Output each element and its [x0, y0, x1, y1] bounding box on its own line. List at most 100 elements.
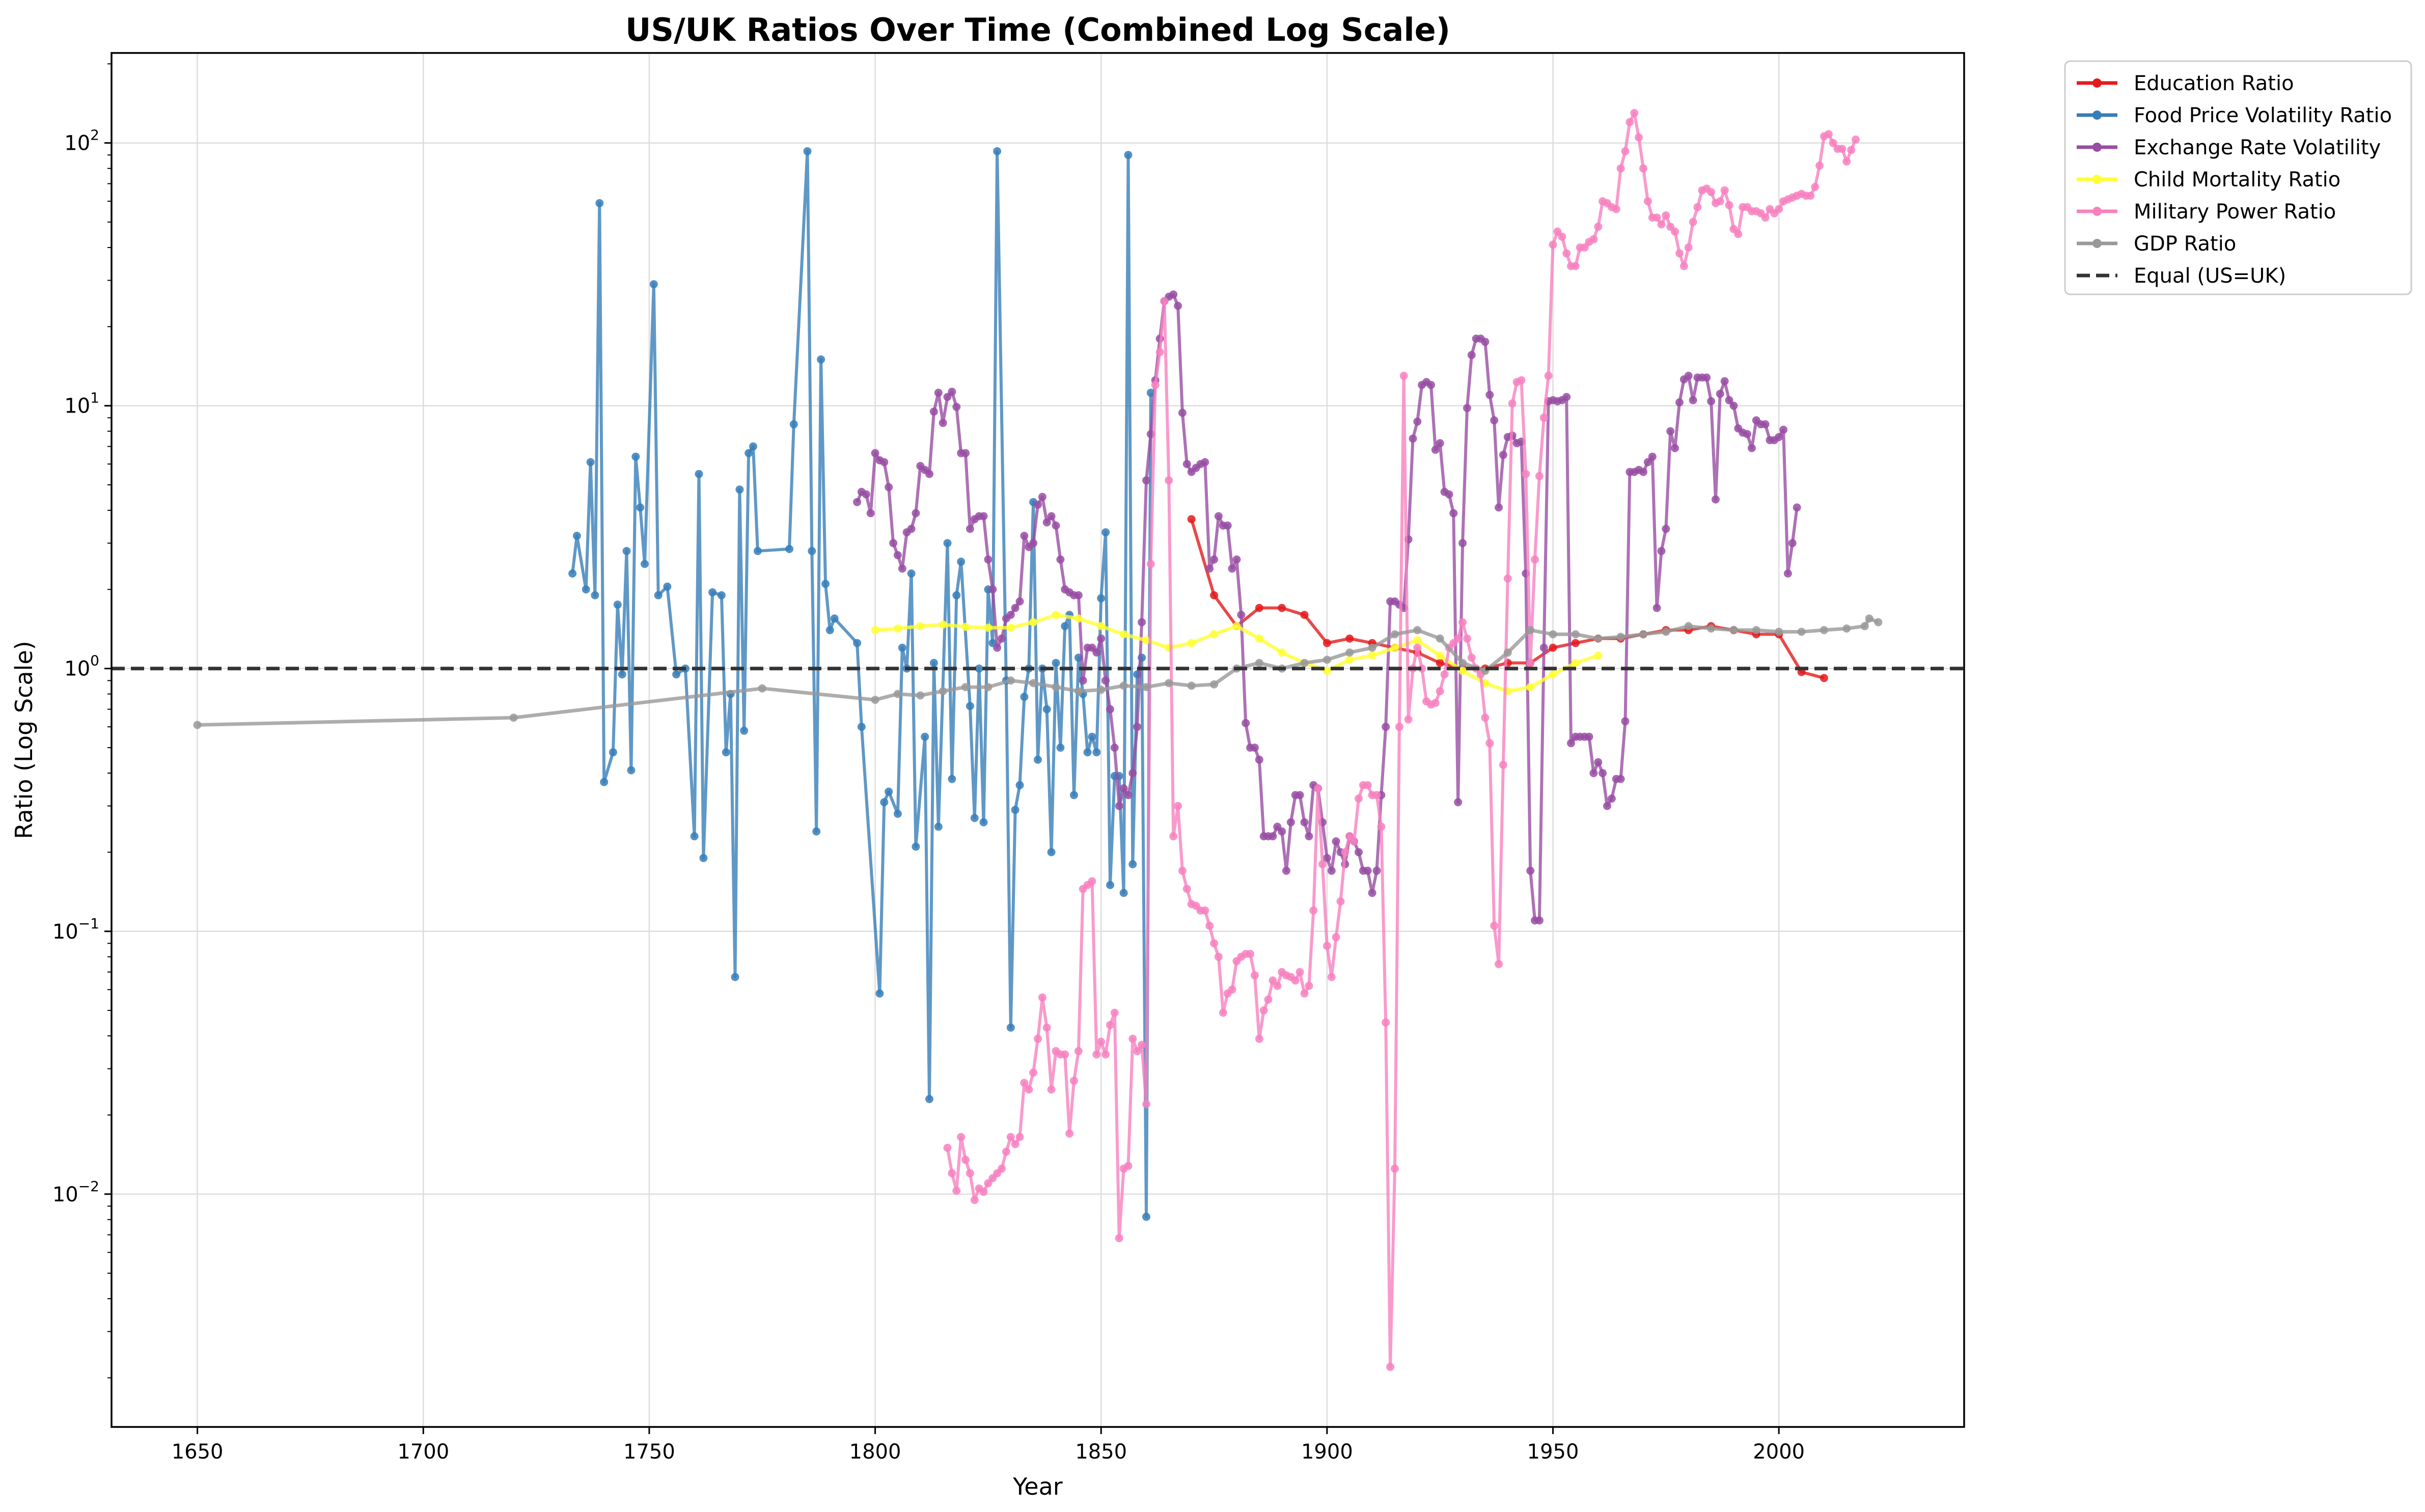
data-point: [1165, 679, 1173, 688]
data-point: [1169, 290, 1178, 299]
y-tick-base: 10: [64, 395, 90, 418]
data-point: [749, 442, 757, 451]
data-point: [731, 973, 739, 981]
data-point: [1322, 639, 1331, 647]
data-point: [1643, 197, 1652, 206]
data-point: [1092, 1050, 1101, 1059]
data-point: [1413, 417, 1422, 426]
data-point: [871, 449, 879, 457]
data-point: [1639, 630, 1647, 639]
data-point: [1860, 622, 1869, 630]
data-point: [1097, 594, 1106, 602]
data-point: [735, 485, 744, 494]
data-point: [1395, 723, 1403, 731]
data-point: [1119, 630, 1128, 639]
data-point: [1662, 627, 1670, 636]
data-point: [1291, 976, 1300, 985]
data-point: [1047, 1085, 1056, 1094]
data-point: [1020, 693, 1029, 701]
data-point: [1485, 391, 1494, 399]
data-point: [1612, 205, 1620, 213]
data-point: [1752, 626, 1760, 635]
data-point: [1499, 760, 1507, 769]
x-tick-label: 1650: [172, 1440, 224, 1464]
data-point: [1300, 989, 1309, 998]
data-point: [1616, 633, 1625, 641]
data-point: [1458, 658, 1467, 667]
data-point: [1300, 818, 1309, 827]
data-point: [1824, 130, 1833, 139]
data-point: [1092, 648, 1101, 657]
data-point: [1679, 262, 1688, 270]
data-point: [1842, 624, 1851, 633]
data-point: [1038, 492, 1046, 501]
legend-item: Military Power Ratio: [2077, 200, 2336, 224]
data-point: [1210, 680, 1219, 689]
data-point: [1119, 681, 1128, 690]
y-axis-label: Ratio (Log Scale): [10, 641, 38, 839]
data-point: [1011, 603, 1019, 612]
legend-label: Equal (US=UK): [2134, 264, 2286, 288]
series-line: [571, 150, 1152, 1219]
data-point: [893, 551, 902, 560]
data-point: [618, 670, 626, 679]
data-point: [885, 483, 893, 491]
data-point: [1273, 981, 1282, 990]
data-point: [1322, 655, 1331, 664]
data-point: [1178, 866, 1187, 875]
data-point: [1074, 1047, 1083, 1055]
data-point: [1815, 161, 1824, 170]
data-point: [998, 1164, 1006, 1173]
data-point: [1616, 164, 1625, 173]
data-point: [979, 1188, 988, 1196]
data-point: [1490, 921, 1499, 930]
data-point: [1689, 396, 1697, 404]
data-point: [636, 503, 645, 512]
y-tick-label: 102: [64, 127, 99, 155]
data-point: [1237, 611, 1246, 619]
data-point: [952, 591, 961, 599]
data-point: [722, 748, 730, 757]
y-tick-base: 10: [64, 132, 90, 155]
data-point: [1503, 574, 1512, 583]
data-point: [1743, 430, 1752, 438]
data-point: [975, 664, 983, 673]
data-point: [1201, 906, 1209, 915]
data-point: [817, 355, 825, 364]
legend-swatch-marker: [2092, 143, 2102, 152]
data-point: [1061, 622, 1069, 630]
data-point: [1296, 968, 1304, 976]
data-point: [595, 199, 604, 207]
data-point: [1531, 555, 1539, 564]
data-point: [1002, 1147, 1010, 1156]
data-point: [984, 683, 993, 692]
data-point: [1467, 351, 1476, 360]
data-point: [1562, 393, 1571, 401]
data-point: [1806, 191, 1815, 200]
data-point: [758, 684, 766, 693]
data-point: [1413, 636, 1422, 645]
data-point: [1485, 739, 1494, 748]
data-point: [631, 452, 640, 461]
data-point: [1639, 468, 1647, 476]
data-point: [609, 748, 617, 757]
data-point: [1775, 627, 1783, 636]
data-point: [1296, 791, 1304, 800]
data-point: [1571, 630, 1580, 639]
data-point: [1138, 1040, 1146, 1049]
data-point: [1671, 227, 1679, 236]
data-point: [1106, 705, 1114, 713]
data-point: [1558, 232, 1566, 241]
data-point: [1300, 611, 1309, 619]
data-point: [1269, 832, 1277, 841]
data-point: [1128, 860, 1137, 868]
data-point: [1458, 618, 1467, 626]
data-point: [1278, 648, 1286, 657]
data-point: [1431, 699, 1440, 707]
data-point: [1829, 139, 1837, 147]
data-point: [1124, 1162, 1133, 1170]
data-point: [1436, 687, 1444, 696]
y-tick-base: 10: [52, 1183, 78, 1206]
series-layer: [193, 108, 1883, 1371]
data-point: [1210, 591, 1219, 599]
